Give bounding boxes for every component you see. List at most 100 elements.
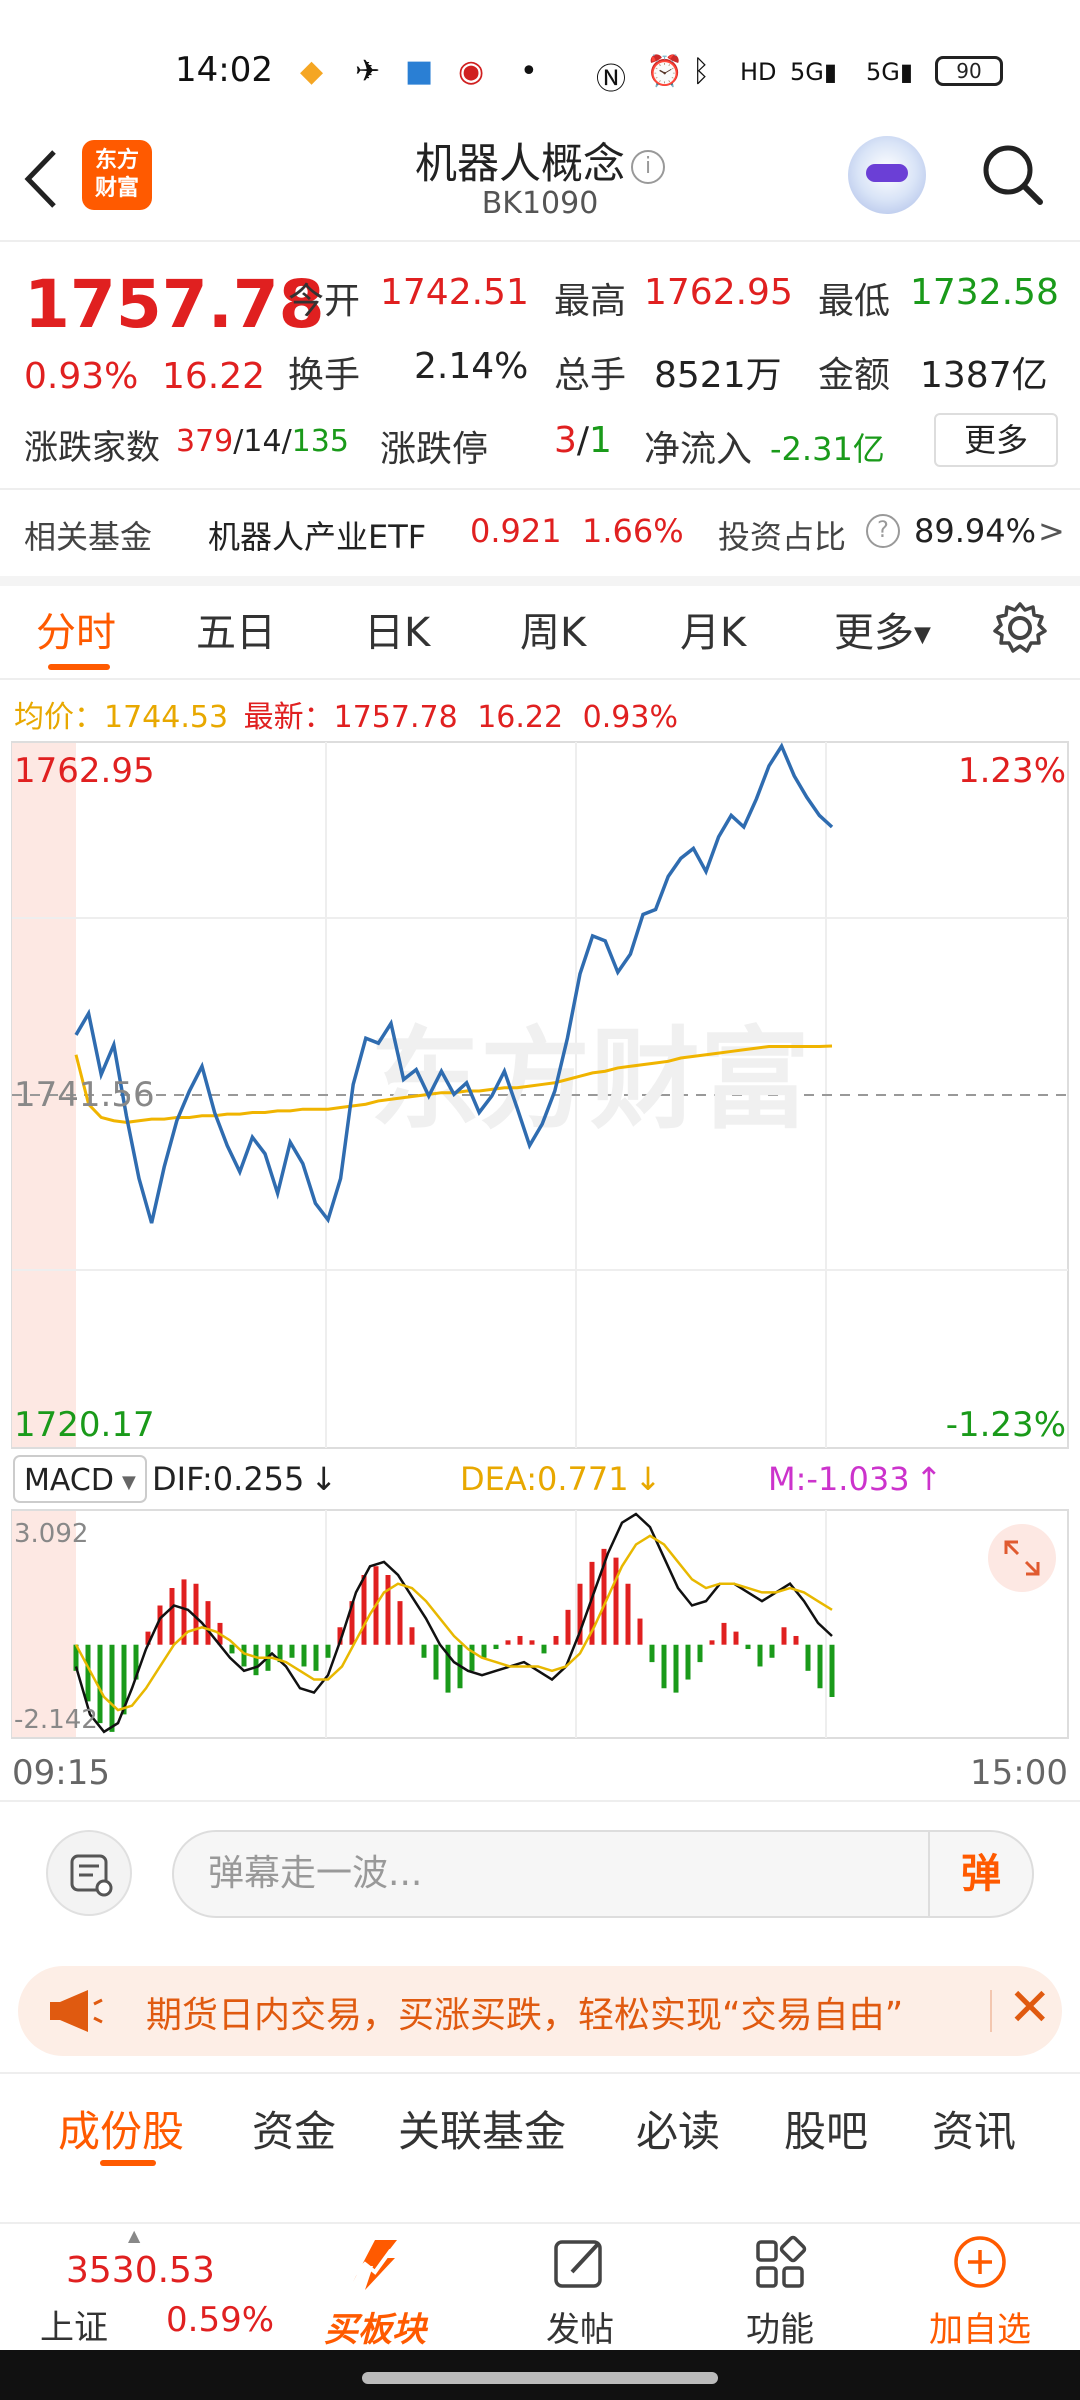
related-fund-price: 0.921 <box>470 512 562 550</box>
macd-dea-value: DEA:0.771 ↓ <box>460 1460 661 1498</box>
current-price: 1757.78 <box>24 266 325 343</box>
amount-value: 1387亿 <box>920 355 1048 396</box>
inflow-label: 净流入 <box>644 429 753 470</box>
tab-five-day[interactable]: 五日 <box>196 610 276 656</box>
intraday-chart[interactable]: 东方财富 1762.95 1741.56 1720.17 1.23% -1.23… <box>0 738 1080 1800</box>
danmu-send-button[interactable]: 弹 <box>928 1832 1032 1916</box>
tab-must-read[interactable]: 必读 <box>636 2107 721 2156</box>
nav-functions[interactable]: 功能 <box>680 2224 880 2350</box>
close-icon[interactable]: ✕ <box>1008 1978 1052 2038</box>
feather-notification-icon: ✈ <box>355 54 381 89</box>
nfc-icon: Ⓝ <box>596 62 626 97</box>
price-grid-horizontal <box>12 917 1068 1271</box>
bottom-navigation: ▲ 3530.53 上证 0.59% 买板块 发帖 功能 加自选 <box>0 2222 1080 2350</box>
indicator-select[interactable] <box>13 1455 147 1503</box>
more-quote-button[interactable]: 更多 <box>934 413 1058 467</box>
macd-dif-line <box>74 1512 833 1734</box>
promo-banner[interactable]: 期货日内交易，买涨买跌，轻松实现“交易自由” ✕ <box>18 1966 1062 2056</box>
fund-detail-arrow-icon[interactable]: > <box>1038 512 1065 550</box>
settings-gear-icon[interactable] <box>992 600 1048 660</box>
latest-value: 1757.78 <box>333 700 458 735</box>
info-icon[interactable]: i <box>631 149 665 184</box>
status-bar: 14:02 ◆ ✈ ■ ◉ • Ⓝ ⏰ ᛒ HD 5G▮ 5G▮ 90 <box>0 0 1080 130</box>
nav-post[interactable]: 发帖 <box>480 2224 680 2350</box>
sector-code: BK1090 <box>481 186 599 221</box>
edit-post-icon <box>554 2240 602 2288</box>
comment-list-icon[interactable] <box>46 1830 132 1916</box>
bluetooth-icon: ᛒ <box>692 54 710 89</box>
hd-icon: HD <box>740 58 777 86</box>
tab-funds-flow[interactable]: 资金 <box>252 2107 337 2156</box>
limit-up-count: 3 <box>554 420 577 461</box>
related-fund-name[interactable]: 机器人产业ETF <box>208 518 427 556</box>
divider <box>0 488 1080 490</box>
danmu-input[interactable]: 弹幕走一波... <box>172 1830 1034 1918</box>
back-icon[interactable] <box>20 144 70 214</box>
promo-text: 期货日内交易，买涨买跌，轻松实现“交易自由” <box>146 1995 904 2036</box>
pct-axis-bottom-label: -1.23% <box>946 1405 1066 1445</box>
active-tab-indicator <box>48 664 110 670</box>
tab-related-funds[interactable]: 关联基金 <box>398 2107 567 2156</box>
volume-label: 总手 <box>554 355 627 396</box>
macd-bottom-label: -2.142 <box>14 1705 98 1735</box>
watermark: 东方财富 <box>370 1016 810 1144</box>
divider <box>0 576 1080 586</box>
tab-constituents[interactable]: 成份股 <box>58 2107 185 2156</box>
chevron-down-icon: ▼ <box>914 622 931 648</box>
index-pct: 0.59% <box>166 2300 275 2340</box>
x-axis-end-label: 15:00 <box>970 1753 1068 1793</box>
macd-top-label: 3.092 <box>14 1519 88 1549</box>
home-indicator[interactable] <box>362 2372 718 2384</box>
change-value: 16.22 <box>162 356 266 397</box>
macd-dea-line <box>74 1534 833 1712</box>
search-icon[interactable] <box>980 142 1044 206</box>
index-ticker[interactable]: ▲ 3530.53 上证 0.59% <box>0 2224 274 2350</box>
low-value: 1732.58 <box>910 272 1059 313</box>
tab-more-label: 更多 <box>834 610 914 656</box>
nav-add-watchlist[interactable]: 加自选 <box>880 2224 1080 2350</box>
avg-price-label: 均价： <box>14 700 104 735</box>
change-pct: 0.93% <box>24 356 139 397</box>
open-label: 今开 <box>288 281 361 322</box>
functions-label: 功能 <box>746 2310 814 2350</box>
active-bottom-tab-indicator <box>100 2160 156 2166</box>
index-name: 上证 <box>40 2308 108 2348</box>
y-axis-top-label: 1762.95 <box>14 751 155 791</box>
down-count: 135 <box>291 424 349 459</box>
tab-news[interactable]: 资讯 <box>932 2107 1017 2156</box>
tab-daily-k[interactable]: 日K <box>364 610 431 656</box>
nav-buy-sector[interactable]: 买板块 <box>270 2224 480 2350</box>
add-watchlist-label: 加自选 <box>929 2310 1031 2350</box>
high-label: 最高 <box>554 281 627 322</box>
related-fund-label: 相关基金 <box>24 518 153 556</box>
open-value: 1742.51 <box>380 272 529 313</box>
robot-assistant-icon[interactable] <box>848 136 926 214</box>
sector-name: 机器人概念 <box>414 139 625 188</box>
call-auction-shade <box>12 743 76 1447</box>
latest-change: 16.22 <box>477 700 564 735</box>
y-axis-bottom-label: 1720.17 <box>14 1405 155 1445</box>
average-price-row: 均价：1744.53 最新：1757.78 16.22 0.93% <box>14 692 678 736</box>
up-count: 379 <box>176 424 234 459</box>
battery-icon: 90 <box>935 56 1003 86</box>
pct-axis-top-label: 1.23% <box>958 751 1066 791</box>
low-label: 最低 <box>818 281 891 322</box>
help-icon[interactable]: ? <box>866 514 900 548</box>
tab-intraday[interactable]: 分时 <box>36 610 116 656</box>
status-time: 14:02 <box>175 50 273 90</box>
divider <box>0 1800 1080 1802</box>
app-badge-icon: ■ <box>405 54 434 89</box>
tab-monthly-k[interactable]: 月K <box>680 610 747 656</box>
y-axis-mid-label: 1741.56 <box>14 1075 155 1115</box>
macd-m-value: M:-1.033 ↑ <box>768 1460 942 1498</box>
macd-dif-value: DIF:0.255 ↓ <box>152 1460 337 1498</box>
bank-app-icon: ◉ <box>458 54 485 89</box>
high-value: 1762.95 <box>644 272 793 313</box>
tab-weekly-k[interactable]: 周K <box>520 610 587 656</box>
macd-grid <box>325 1510 827 1738</box>
more-notifications-dot-icon: • <box>520 54 538 89</box>
tab-forum[interactable]: 股吧 <box>784 2107 869 2156</box>
tab-more[interactable]: 更多▼ <box>834 600 931 658</box>
expand-chart-button[interactable] <box>988 1524 1056 1592</box>
app-logo[interactable]: 东方 财富 <box>82 140 152 210</box>
